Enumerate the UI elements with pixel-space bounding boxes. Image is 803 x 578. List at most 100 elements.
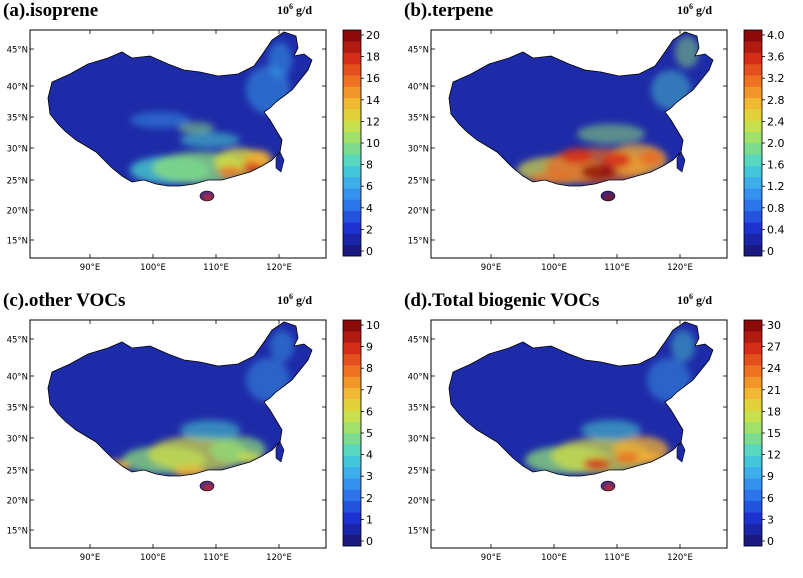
colorbar-segment — [744, 410, 762, 422]
colorbar-segment — [343, 86, 361, 99]
colorbar-segment — [744, 97, 762, 110]
colorbar-label: 0.4 — [767, 223, 785, 236]
colorbar-segment — [744, 331, 762, 343]
lon-label: 110°E — [203, 263, 229, 273]
colorbar-label: 1.2 — [767, 180, 785, 193]
unit-exponent: 6 — [689, 2, 693, 11]
colorbar-segment — [744, 154, 762, 166]
lat-label: 35°N — [7, 114, 28, 124]
unit-exponent: 6 — [289, 292, 293, 301]
taiwan-outline — [676, 441, 686, 463]
colorbar-label: 8 — [366, 362, 373, 375]
emission-hotspot — [218, 166, 242, 178]
colorbar-label: 27 — [767, 341, 781, 354]
colorbar-segment — [744, 120, 762, 132]
colorbar-segment — [744, 376, 762, 389]
colorbar-label: 14 — [366, 94, 380, 107]
colorbar-segment — [744, 30, 762, 42]
colorbar-label: 4.0 — [767, 29, 785, 42]
lat-label: 40°N — [408, 373, 429, 383]
colorbar-segment — [744, 534, 762, 547]
colorbar-segment — [744, 500, 762, 513]
emission-hotspot — [270, 330, 294, 362]
colorbar-segment — [744, 512, 762, 524]
lat-label: 25°N — [408, 467, 429, 477]
unit-rest: g/d — [693, 293, 713, 307]
colorbar-segment — [343, 97, 361, 110]
colorbar-segment — [744, 188, 762, 200]
colorbar-label: 1.6 — [767, 159, 785, 172]
colorbar-segment — [343, 109, 361, 121]
colorbar-label: 6 — [366, 180, 373, 193]
lon-label: 120°E — [667, 553, 693, 563]
lat-label: 35°N — [7, 404, 28, 414]
colorbar-segment — [744, 176, 762, 189]
colorbar-segment — [343, 512, 361, 524]
colorbar-label: 2.4 — [767, 115, 785, 128]
colorbar-segment — [744, 244, 762, 257]
lat-label: 45°N — [7, 336, 28, 346]
colorbar-segment — [744, 489, 762, 502]
colorbar-label: 1 — [366, 513, 373, 526]
lat-label: 20°N — [7, 207, 28, 217]
lon-label: 90°E — [80, 553, 100, 563]
colorbar-label: 0 — [767, 245, 774, 258]
colorbar-segment — [343, 387, 361, 400]
emission-hotspot — [603, 152, 631, 168]
lat-label: 40°N — [408, 83, 429, 93]
colorbar-segment — [343, 143, 361, 155]
colorbar-segment — [343, 41, 361, 53]
colorbar-label: 9 — [366, 341, 373, 354]
colorbar-label: 4 — [366, 202, 373, 215]
panel-unit: 106 g/d — [677, 2, 712, 18]
colorbar-segment — [343, 478, 361, 490]
colorbar-label: 5 — [366, 427, 373, 440]
colorbar-label: 0 — [366, 535, 373, 548]
colorbar-label: 10 — [366, 319, 380, 332]
colorbar-segment — [343, 466, 361, 479]
colorbar-segment — [744, 86, 762, 99]
colorbar-segment — [343, 63, 361, 76]
colorbar-segment — [343, 500, 361, 513]
colorbar-label: 3.2 — [767, 72, 785, 85]
colorbar-label: 2 — [366, 492, 373, 505]
colorbar-label: 10 — [366, 137, 380, 150]
colorbar-segment — [744, 365, 762, 377]
colorbar-segment — [343, 399, 361, 411]
lon-label: 120°E — [266, 553, 292, 563]
colorbar-label: 2.0 — [767, 137, 785, 150]
lat-label: 15°N — [408, 237, 429, 247]
colorbar-segment — [343, 210, 361, 223]
colorbar-segment — [343, 131, 361, 144]
map-figure: 45°N40°N35°N30°N25°N20°N15°N90°E 100°E 110… — [7, 319, 380, 563]
colorbar-segment — [343, 233, 361, 245]
colorbar-segment — [744, 433, 762, 445]
lat-label: 15°N — [7, 237, 28, 247]
lon-label: 90°E — [481, 553, 501, 563]
colorbar-segment — [343, 52, 361, 65]
lon-label: 100°E — [140, 553, 166, 563]
lat-label: 40°N — [7, 373, 28, 383]
colorbar-label: 3.6 — [767, 51, 785, 64]
colorbar-segment — [343, 534, 361, 547]
lat-label: 15°N — [7, 527, 28, 537]
colorbar-segment — [343, 331, 361, 343]
hainan-outline — [600, 190, 616, 202]
colorbar-segment — [343, 75, 361, 87]
colorbar-segment — [343, 444, 361, 456]
colorbar-segment — [343, 421, 361, 434]
colorbar-segment — [744, 342, 762, 355]
map-figure: 45°N40°N35°N30°N25°N20°N15°N90°E 100°E 110… — [408, 319, 781, 563]
lat-label: 20°N — [408, 207, 429, 217]
panel-c: (c).other VOCs 106 g/d 45°N 40°N 35°N 30°N 2… — [0, 290, 400, 578]
colorbar-label: 3 — [366, 470, 373, 483]
lat-label: 25°N — [408, 177, 429, 187]
lon-label: 120°E — [266, 263, 292, 273]
unit-base: 10 — [677, 3, 689, 17]
emission-hotspot — [268, 42, 292, 78]
lon-label: 110°E — [203, 553, 229, 563]
unit-rest: g/d — [293, 293, 313, 307]
colorbar-segment — [343, 489, 361, 502]
colorbar-label: 20 — [366, 29, 380, 42]
